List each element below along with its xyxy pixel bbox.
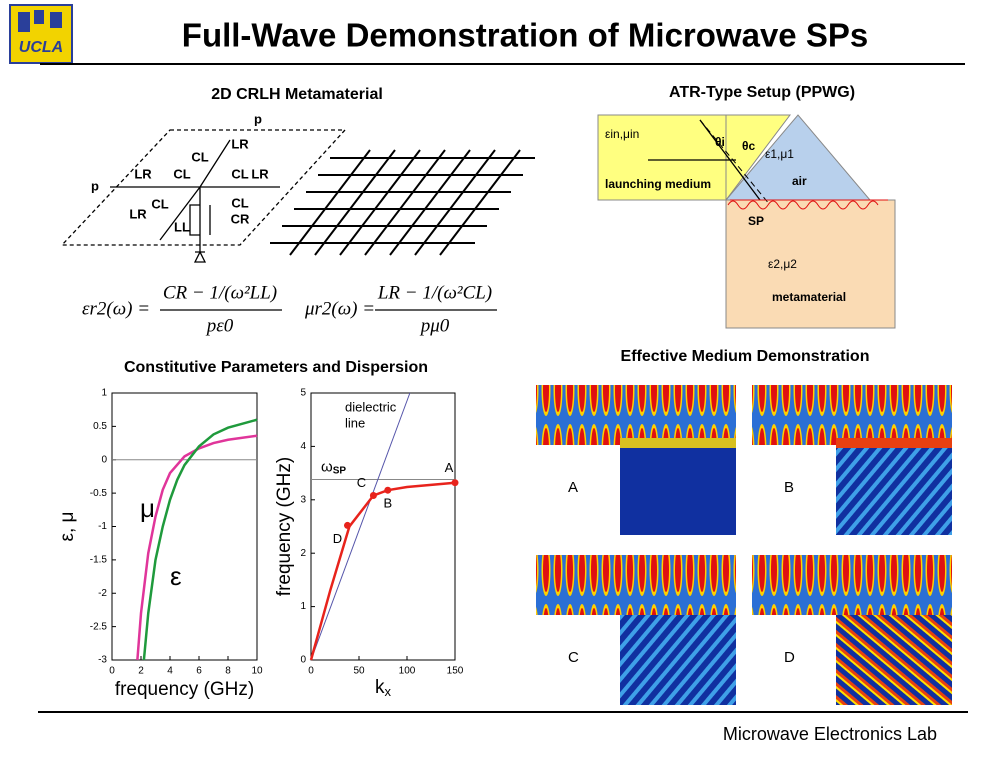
x-tick-label: 6 <box>196 666 202 677</box>
panel-title: 2D CRLH Metamaterial <box>211 86 383 103</box>
point-label: D <box>333 531 342 546</box>
circuit-label: CL <box>231 166 248 181</box>
atr-label: θi <box>715 135 725 149</box>
plot-label: A <box>568 479 578 496</box>
data-point <box>384 486 392 494</box>
atr-label: θc <box>742 139 755 153</box>
y-tick-label: 2 <box>300 548 306 559</box>
y-axis-label: frequency (GHz) <box>274 457 295 596</box>
annotation: dielectric <box>345 399 397 414</box>
atr-label: εin,μin <box>605 127 639 141</box>
circuit-label: LR <box>129 206 147 221</box>
atr-label: metamaterial <box>772 290 846 304</box>
y-tick-label: 0.5 <box>93 421 107 432</box>
x-tick-label: 150 <box>447 666 464 677</box>
panel-title: ATR-Type Setup (PPWG) <box>669 84 855 101</box>
y-tick-label: 3 <box>300 494 306 505</box>
lattice <box>270 149 535 256</box>
equation-lhs: εr2(ω) = <box>82 298 150 319</box>
logo-text: UCLA <box>19 39 63 56</box>
equation-denominator: pμ0 <box>419 315 450 336</box>
x-tick-label: 100 <box>399 666 416 677</box>
atr-label: launching medium <box>605 177 711 191</box>
circuit-label: p <box>254 111 262 126</box>
equation-lhs: μr2(ω) = <box>304 298 375 319</box>
x-tick-label: 50 <box>353 666 365 677</box>
x-axis-label-main: k <box>375 677 385 698</box>
y-tick-label: -1 <box>98 521 107 532</box>
circuit-label: LR <box>134 166 152 181</box>
y-tick-label: 4 <box>300 441 306 452</box>
plot-label: C <box>568 649 579 666</box>
series-line <box>136 434 258 661</box>
field-plots <box>536 385 952 705</box>
plot-label: B <box>784 479 794 496</box>
y-tick-label: -2.5 <box>90 621 108 632</box>
logo: UCLA <box>9 4 73 64</box>
y-tick-label: 0 <box>300 655 306 666</box>
slide-title: Full-Wave Demonstration of Microwave SPs <box>182 17 868 54</box>
x-axis-label: kx <box>375 677 392 699</box>
annotation: μ <box>140 493 155 523</box>
series-line <box>142 418 258 661</box>
footer: Microwave Electronics Lab <box>723 724 937 744</box>
data-point <box>369 492 377 500</box>
x-tick-label: 4 <box>167 666 173 677</box>
plot-frame <box>310 392 456 661</box>
atr-label: ε1,μ1 <box>765 147 794 161</box>
x-tick-label: 0 <box>308 666 314 677</box>
circuit-label: CR <box>231 211 250 226</box>
equation-denominator: pε0 <box>205 315 234 336</box>
x-axis-label-sub: x <box>385 684 392 699</box>
atr-label: air <box>792 174 807 188</box>
y-tick-label: 1 <box>300 601 306 612</box>
circuit-label: CL <box>173 166 190 181</box>
y-tick-label: -0.5 <box>90 488 108 499</box>
y-tick-label: 0 <box>101 454 107 465</box>
omega-sp-label: ωSP <box>321 458 346 476</box>
y-tick-label: -3 <box>98 655 107 666</box>
y-tick-label: -2 <box>98 588 107 599</box>
plot-label: D <box>784 649 795 666</box>
equations: εr2(ω) = CR − 1/(ω²LL) pε0 μr2(ω) =LR − 1/(… <box>82 282 497 336</box>
x-tick-label: 10 <box>251 666 263 677</box>
series-line <box>310 392 411 661</box>
y-axis-label: ε, μ <box>57 512 78 542</box>
equation-numerator: CR − 1/(ω²LL) <box>163 282 277 303</box>
omega-sp-sub: SP <box>333 465 347 476</box>
point-label: A <box>445 460 454 475</box>
circuit <box>60 129 347 263</box>
annotation: ε <box>170 561 182 591</box>
equation-numerator: LR − 1/(ω²CL) <box>377 282 492 303</box>
x-tick-label: 2 <box>138 666 144 677</box>
circuit-label: LR <box>251 166 269 181</box>
circuit-label: CL <box>191 149 208 164</box>
omega-sp-main: ω <box>321 458 333 475</box>
plot-frame <box>111 392 258 661</box>
circuit-label: LL <box>174 219 190 234</box>
circuit-label: p <box>91 178 99 193</box>
panel-title: Effective Medium Demonstration <box>621 348 870 365</box>
atr-label: SP <box>748 214 764 228</box>
y-tick-label: 5 <box>300 388 306 399</box>
atr-label: ε2,μ2 <box>768 257 797 271</box>
y-tick-label: -1.5 <box>90 555 108 566</box>
x-axis-label: frequency (GHz) <box>115 679 254 700</box>
atr-diagram <box>597 114 896 329</box>
circuit-label: CL <box>151 196 168 211</box>
x-tick-label: 0 <box>109 666 115 677</box>
data-point <box>343 521 351 529</box>
point-label: B <box>383 496 392 511</box>
circuit-label: LR <box>231 136 249 151</box>
circuit-label: CL <box>231 195 248 210</box>
x-tick-label: 8 <box>225 666 231 677</box>
y-tick-label: 1 <box>101 388 107 399</box>
panel-title: Constitutive Parameters and Dispersion <box>124 359 428 376</box>
annotation: line <box>345 415 365 430</box>
chart: 0 2 4 6 8 10 1 0.5 0 -0.5 -1 -1.5 -2 -2.5 -3 μ ε frequenc… <box>57 388 263 700</box>
data-point <box>451 479 459 487</box>
point-label: C <box>357 475 366 490</box>
